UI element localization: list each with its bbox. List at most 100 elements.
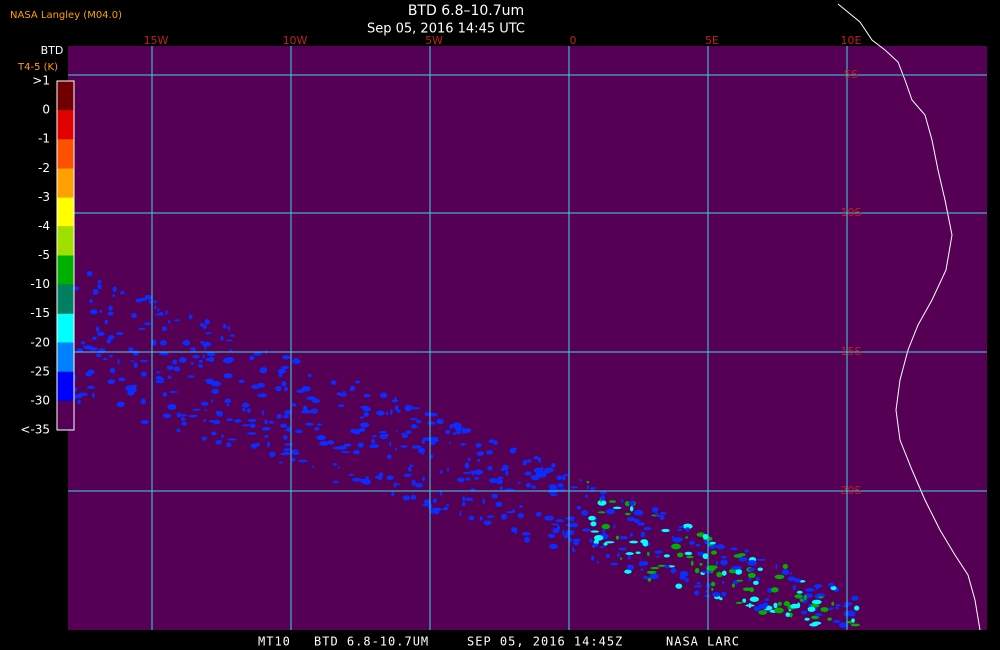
cloud-pixel [603,542,608,546]
cloud-pixel [468,515,475,521]
cloud-pixel [540,466,544,472]
cloud-pixel [555,519,565,523]
cloud-pixel [280,423,288,428]
cloud-pixel [336,392,342,396]
cloud-pixel [200,401,209,406]
legend-swatch [57,197,74,227]
cloud-pixel [127,389,135,396]
cloud-pixel [314,427,320,431]
cloud-pixel [432,507,442,512]
cloud-pixel [661,528,670,533]
cloud-pixel [201,436,207,441]
cloud-pixel [311,398,321,404]
cloud-pixel [275,385,282,392]
cloud-pixel [489,480,497,483]
cloud-pixel [369,444,375,448]
cloud-pixel [386,475,394,481]
cloud-pixel [190,361,194,365]
cloud-pixel [499,486,503,491]
cloud-pixel [533,467,544,474]
cloud-pixel [487,465,493,471]
cloud-pixel [154,305,157,310]
cloud-pixel [493,440,498,446]
cloud-pixel [694,590,700,596]
cloud-pixel [278,372,283,378]
legend-label: -2 [38,161,50,175]
cloud-pixel [556,475,563,481]
cloud-pixel [568,516,575,521]
cloud-pixel [586,485,589,490]
cloud-pixel [531,485,536,489]
cloud-pixel [635,551,641,555]
cloud-pixel [394,396,397,402]
cloud-pixel [215,439,222,445]
cloud-pixel [465,477,471,481]
cloud-pixel [371,438,376,444]
legend-label: -4 [38,219,50,233]
cloud-pixel [393,482,396,488]
cloud-pixel [605,553,610,559]
cloud-pixel [211,381,221,387]
cloud-pixel [176,412,181,418]
cloud-pixel [479,516,483,521]
cloud-pixel [107,379,116,385]
cloud-pixel [132,386,137,393]
cloud-field [66,270,861,628]
cloud-pixel [671,543,681,550]
cloud-pixel [227,438,238,441]
cloud-pixel [590,530,599,533]
cloud-pixel [612,506,622,510]
cloud-pixel [316,434,327,441]
cloud-pixel [576,505,582,510]
cloud-pixel [525,482,532,488]
cloud-pixel [706,565,716,572]
cloud-pixel [363,393,371,398]
cloud-pixel [678,525,684,529]
cloud-pixel [551,523,559,526]
cloud-pixel [686,555,694,559]
cloud-pixel [475,442,482,448]
cloud-pixel [192,408,201,411]
cloud-pixel [731,566,740,570]
cloud-pixel [728,568,737,574]
cloud-pixel [764,598,770,601]
cloud-pixel [422,437,432,441]
cloud-pixel [565,529,575,536]
cloud-pixel [201,341,212,347]
cloud-pixel [424,412,431,417]
cloud-pixel [470,488,476,492]
cloud-pixel [132,350,140,356]
cloud-pixel [640,568,644,571]
cloud-pixel [106,338,112,344]
cloud-pixel [584,494,588,498]
cloud-pixel [257,393,268,398]
cloud-pixel [685,536,689,539]
cloud-pixel [547,533,556,539]
lon-label: 5W [425,34,443,47]
cloud-pixel [615,535,620,540]
cloud-pixel [109,367,116,374]
cloud-pixel [699,562,703,566]
cloud-pixel [695,543,701,547]
cloud-pixel [208,419,215,423]
cloud-pixel [283,414,290,419]
cloud-pixel [624,569,632,574]
cloud-pixel [376,410,385,416]
cloud-pixel [349,386,354,392]
cloud-pixel [204,344,207,350]
cloud-pixel [140,419,149,425]
cloud-pixel [250,384,260,389]
cloud-pixel [519,504,523,508]
cloud-pixel [357,442,364,448]
cloud-pixel [712,591,721,598]
cloud-pixel [586,480,590,484]
cloud-pixel [742,598,747,603]
cloud-pixel [774,607,784,614]
cloud-pixel [630,532,633,537]
cloud-pixel [97,283,102,290]
cloud-pixel [348,473,354,476]
cloud-pixel [241,424,251,427]
cloud-pixel [301,409,311,414]
cloud-pixel [807,606,816,612]
cloud-pixel [192,347,196,353]
